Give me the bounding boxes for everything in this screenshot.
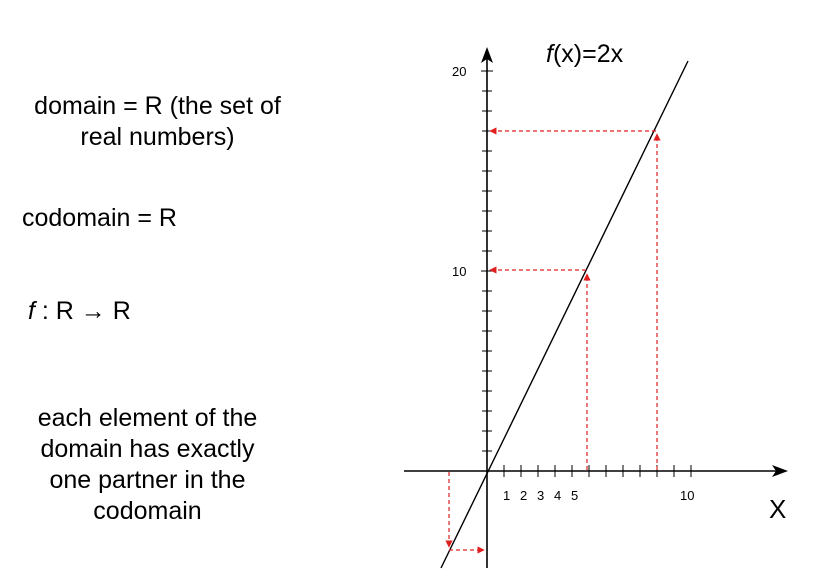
function-line — [440, 60, 689, 569]
y-axis-ticks — [481, 70, 493, 472]
x-axis-arrow-icon — [772, 465, 788, 477]
property-statement: each element of the domain has exactly o… — [0, 403, 295, 527]
x-axis-name: X — [769, 494, 786, 524]
mapping-statement: f : R → R — [28, 296, 131, 327]
x-axis-ticks — [503, 465, 692, 477]
y-tick-label-10: 10 — [452, 264, 466, 279]
x-tick-label-3: 3 — [537, 488, 544, 503]
codomain-statement: codomain = R — [22, 204, 177, 232]
function-label-f: f — [546, 40, 556, 68]
property-line-3: one partner in the — [49, 466, 246, 494]
domain-line-2: real numbers) — [80, 123, 235, 151]
y-tick-label-20: 20 — [452, 64, 466, 79]
function-label-rest: (x)=2x — [553, 40, 624, 68]
property-line-1: each element of the — [37, 404, 258, 432]
x-tick-label-2: 2 — [520, 488, 527, 503]
y-axis-arrow-icon — [481, 47, 493, 63]
property-line-2: domain has exactly — [40, 435, 255, 463]
mapping-sets: : R → R — [34, 297, 131, 325]
domain-line-1: domain = R (the set of — [34, 92, 281, 120]
x-tick-label-5: 5 — [571, 488, 578, 503]
x-tick-label-10: 10 — [680, 488, 694, 503]
mapping-function-symbol: f — [28, 297, 35, 325]
x-tick-label-4: 4 — [554, 488, 561, 503]
property-line-4: codomain — [93, 497, 202, 525]
function-label: f(x)=2x — [546, 40, 624, 68]
domain-statement: domain = R (the set of real numbers) — [0, 91, 315, 153]
x-tick-label-1: 1 — [503, 488, 510, 503]
mapping-guides — [445, 127, 661, 554]
